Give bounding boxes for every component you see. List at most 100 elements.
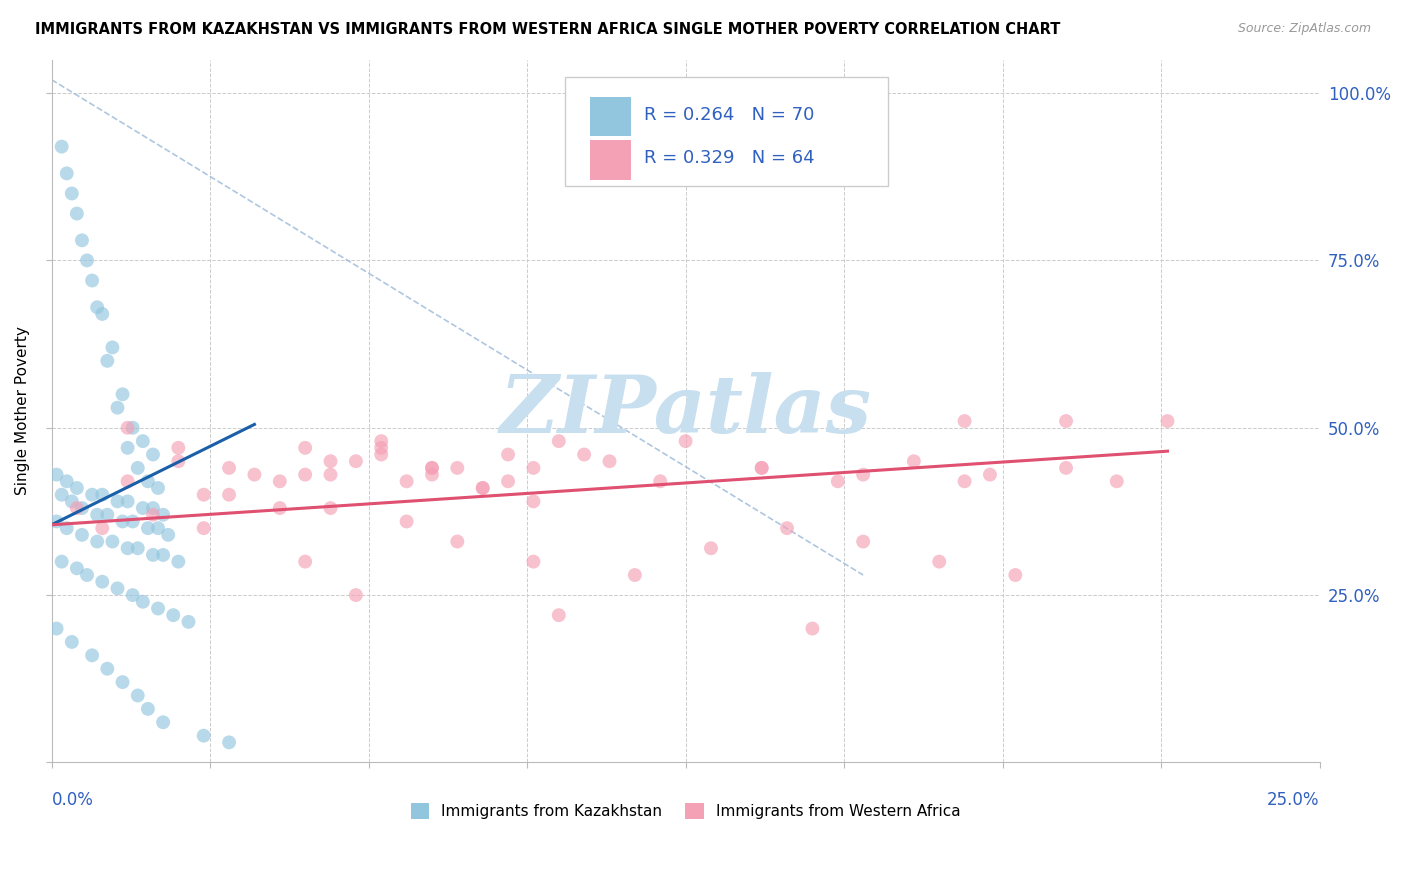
Point: [127, 689, 149, 703]
Point: [60, 186, 83, 201]
Point: [45, 622, 67, 636]
Point: [146, 601, 169, 615]
Point: [319, 454, 342, 468]
Point: [111, 675, 134, 690]
Point: [127, 541, 149, 556]
Point: [127, 461, 149, 475]
Point: [101, 340, 124, 354]
Point: [167, 454, 190, 468]
Point: [111, 387, 134, 401]
Text: Source: ZipAtlas.com: Source: ZipAtlas.com: [1237, 22, 1371, 36]
Point: [218, 488, 240, 502]
Point: [496, 448, 519, 462]
Point: [700, 541, 723, 556]
Point: [344, 454, 367, 468]
Point: [76, 253, 98, 268]
Point: [1156, 414, 1178, 428]
Point: [471, 481, 494, 495]
Point: [294, 555, 316, 569]
Point: [45, 515, 67, 529]
FancyBboxPatch shape: [591, 97, 631, 136]
Point: [903, 454, 925, 468]
Point: [370, 448, 392, 462]
Point: [55, 166, 77, 180]
Point: [146, 481, 169, 495]
Point: [86, 534, 108, 549]
Point: [167, 555, 190, 569]
Point: [117, 494, 139, 508]
Text: 25.0%: 25.0%: [1267, 790, 1320, 809]
Point: [193, 729, 215, 743]
Point: [132, 434, 155, 449]
Point: [70, 501, 93, 516]
Point: [152, 715, 174, 730]
Point: [953, 475, 976, 489]
FancyBboxPatch shape: [591, 140, 631, 180]
Text: 0.0%: 0.0%: [52, 790, 93, 809]
Point: [66, 206, 89, 220]
Point: [111, 515, 134, 529]
Point: [1054, 414, 1077, 428]
Point: [86, 300, 108, 314]
Point: [82, 648, 104, 663]
Point: [446, 534, 468, 549]
Point: [420, 461, 443, 475]
Point: [193, 488, 215, 502]
Y-axis label: Single Mother Poverty: Single Mother Poverty: [15, 326, 30, 495]
Point: [827, 475, 849, 489]
Point: [76, 568, 98, 582]
Text: IMMIGRANTS FROM KAZAKHSTAN VS IMMIGRANTS FROM WESTERN AFRICA SINGLE MOTHER POVER: IMMIGRANTS FROM KAZAKHSTAN VS IMMIGRANTS…: [35, 22, 1060, 37]
Point: [146, 521, 169, 535]
Point: [395, 475, 418, 489]
Point: [91, 521, 114, 535]
Point: [319, 467, 342, 482]
Point: [66, 501, 89, 516]
Point: [101, 534, 124, 549]
Point: [218, 735, 240, 749]
Point: [496, 475, 519, 489]
Point: [96, 662, 118, 676]
Text: ZIPatlas: ZIPatlas: [499, 372, 872, 450]
Point: [269, 501, 291, 516]
Point: [547, 434, 569, 449]
Point: [51, 555, 73, 569]
Point: [132, 595, 155, 609]
Point: [152, 508, 174, 522]
Point: [776, 521, 799, 535]
Point: [294, 441, 316, 455]
Point: [162, 608, 184, 623]
Point: [650, 475, 672, 489]
Point: [121, 515, 143, 529]
Point: [269, 475, 291, 489]
Point: [370, 434, 392, 449]
Point: [142, 448, 165, 462]
Point: [624, 568, 647, 582]
Point: [852, 467, 875, 482]
Point: [979, 467, 1001, 482]
Point: [751, 461, 773, 475]
Point: [177, 615, 200, 629]
Point: [1004, 568, 1026, 582]
Point: [55, 521, 77, 535]
Point: [60, 635, 83, 649]
Point: [344, 588, 367, 602]
Point: [522, 555, 544, 569]
FancyBboxPatch shape: [565, 78, 889, 186]
Point: [446, 461, 468, 475]
Point: [70, 233, 93, 247]
Point: [96, 508, 118, 522]
Point: [1105, 475, 1128, 489]
Point: [117, 541, 139, 556]
Point: [96, 354, 118, 368]
Point: [121, 421, 143, 435]
Point: [522, 494, 544, 508]
Point: [420, 461, 443, 475]
Point: [66, 561, 89, 575]
Point: [51, 488, 73, 502]
Point: [117, 441, 139, 455]
Point: [572, 448, 595, 462]
Point: [471, 481, 494, 495]
Text: R = 0.329   N = 64: R = 0.329 N = 64: [644, 149, 814, 168]
Point: [522, 461, 544, 475]
Point: [70, 528, 93, 542]
